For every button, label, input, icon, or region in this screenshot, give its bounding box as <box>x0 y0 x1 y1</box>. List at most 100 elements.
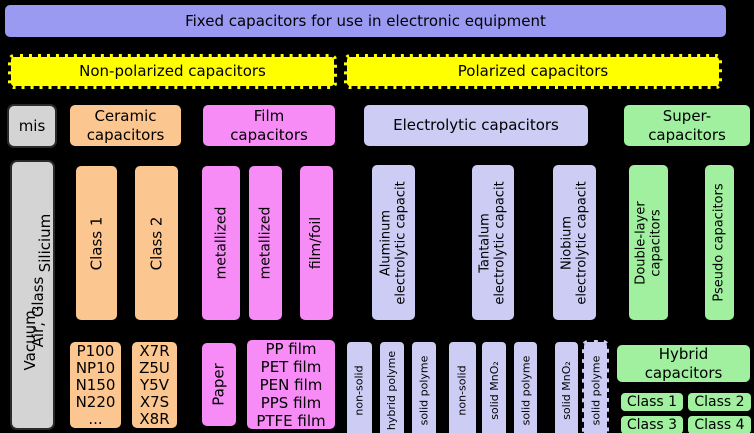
paper-box: Paper <box>200 341 238 428</box>
connector-line <box>392 146 395 166</box>
connector-line <box>572 320 575 342</box>
connector-line <box>264 146 267 166</box>
label-line: electrolytic capacit <box>574 180 590 305</box>
type-item: N220 <box>75 392 116 411</box>
connector-line <box>218 320 221 343</box>
ceramic-class1-types-box: P100 NP10 N150 N220 ... <box>68 340 123 430</box>
aluminum-type-label: non-solid <box>353 364 367 416</box>
connector-line <box>155 146 158 166</box>
aluminum-type-label: solid polyme <box>417 355 431 425</box>
type-item: X7S <box>139 392 170 411</box>
diagram-title: Fixed capacitors for use in electronic e… <box>185 11 546 30</box>
niobium-type-label: solid polyme <box>589 355 603 425</box>
aluminum-type-box: hybrid polyme <box>378 340 406 433</box>
tantalum-type-box: solid MnO₂ <box>480 340 508 433</box>
ceramic-class1-label: Class 1 <box>87 216 105 270</box>
film-types: PP film PET film PEN film PPS film PTFE … <box>256 339 325 429</box>
connector-line <box>169 37 172 56</box>
supercap-class2-box: Class 2 <box>686 391 753 413</box>
diagram-title-box: Fixed capacitors for use in electronic e… <box>3 3 728 39</box>
ceramic-class2-types: X7R Z5U Y5V X7S X8R <box>139 341 170 428</box>
supercap-class3-box: Class 3 <box>619 414 685 433</box>
supercap-class1-box: Class 1 <box>619 391 685 413</box>
hybrid-capacitors-label: Hybrid capacitors <box>644 344 723 382</box>
pseudo-capacitors-label: Pseudo capacitors <box>712 183 727 302</box>
ceramic-label: Ceramic capacitors <box>87 107 165 145</box>
film-label: Film capacitors <box>230 107 308 145</box>
supercap-header-box: Super- capacitors <box>622 103 752 148</box>
supercap-label: Super- capacitors <box>648 107 726 145</box>
aluminum-electrolytic-box: Aluminum electrolytic capacit <box>370 163 417 322</box>
label-line: Aluminum <box>378 209 394 276</box>
electrolytic-label: Electrolytic capacitors <box>393 116 559 134</box>
aluminum-type-box: solid polyme <box>410 340 438 433</box>
connector-line <box>30 87 33 106</box>
non-polarized-label: Non-polarized capacitors <box>79 62 266 80</box>
type-item: ... <box>88 409 103 428</box>
connector-line <box>315 146 318 166</box>
ceramic-header-box: Ceramic capacitors <box>68 103 183 148</box>
label-line: capacitors <box>644 363 723 382</box>
supercap-class-label: Class 2 <box>694 394 745 410</box>
label-line: Tantalum <box>478 212 494 273</box>
misc-header-box: mis <box>7 104 57 148</box>
tantalum-type-label: solid polyme <box>519 355 533 425</box>
label-line: capacitors <box>86 125 165 144</box>
type-item: Y5V <box>140 375 169 394</box>
polarized-label: Polarized capacitors <box>457 62 609 80</box>
ceramic-class2-types-box: X7R Z5U Y5V X7S X8R <box>130 340 179 430</box>
type-item: PEN film <box>259 375 323 394</box>
tantalum-type-box: solid polyme <box>512 340 539 433</box>
connector-line <box>315 320 318 340</box>
aluminum-type-box: non-solid <box>345 340 374 433</box>
connector-line <box>572 146 575 166</box>
double-layer-box: Double-layer capacitors <box>627 163 670 322</box>
hybrid-capacitors-box: Hybrid capacitors <box>615 343 752 384</box>
ceramic-class1-types: P100 NP10 N150 N220 ... <box>75 342 116 428</box>
connector-line <box>491 320 494 342</box>
label-line: Hybrid <box>658 344 709 363</box>
misc-label: mis <box>18 116 46 135</box>
label-line: capacitors <box>648 125 726 144</box>
pseudo-capacitors-box: Pseudo capacitors <box>703 163 736 322</box>
double-layer-label: Double-layer capacitors <box>634 201 664 284</box>
connector-line <box>30 146 33 164</box>
tantalum-electrolytic-label: Tantalum electrolytic capacit <box>478 181 508 304</box>
type-item: PET film <box>260 357 322 376</box>
connector-line <box>155 320 158 342</box>
aluminum-electrolytic-label: Aluminum electrolytic capacit <box>379 181 409 304</box>
connector-line <box>718 146 721 166</box>
niobium-type-box: solid polyme <box>582 340 609 433</box>
material-label: Silicium <box>36 213 54 273</box>
ceramic-class1-box: Class 1 <box>74 164 119 322</box>
film-header-box: Film capacitors <box>201 103 337 148</box>
connector-line <box>94 146 97 166</box>
connector-line <box>473 87 476 106</box>
type-item: Z5U <box>139 358 170 377</box>
electrolytic-header-box: Electrolytic capacitors <box>362 103 590 148</box>
aluminum-type-label: hybrid polyme <box>385 350 399 430</box>
connector-line <box>267 87 270 106</box>
supercap-class4-box: Class 4 <box>686 414 753 433</box>
niobium-electrolytic-box: Niobium electrolytic capacit <box>551 163 598 322</box>
connector-line <box>719 382 722 393</box>
tantalum-electrolytic-box: Tantalum electrolytic capacit <box>470 163 516 322</box>
film-foil-box: film/foil <box>298 164 335 322</box>
type-item: PP film <box>265 339 317 358</box>
label-line: capacitors <box>230 125 308 144</box>
non-polarized-group-box: Non-polarized capacitors <box>8 54 337 89</box>
connector-line <box>264 320 267 340</box>
supercap-class-label: Class 1 <box>626 394 678 410</box>
metallized-label: metallized <box>213 206 229 280</box>
connector-line <box>219 146 222 166</box>
material-label: Air, Glass <box>29 276 47 348</box>
connector-line <box>650 382 653 393</box>
connector-line <box>647 146 650 166</box>
label-line: Double-layer <box>633 200 649 285</box>
polarized-group-box: Polarized capacitors <box>344 54 722 89</box>
connector-line <box>530 37 533 56</box>
connector-line <box>392 320 395 342</box>
type-item: X7R <box>139 341 170 360</box>
niobium-type-label: solid MnO₂ <box>560 360 573 420</box>
connector-line <box>647 320 650 345</box>
